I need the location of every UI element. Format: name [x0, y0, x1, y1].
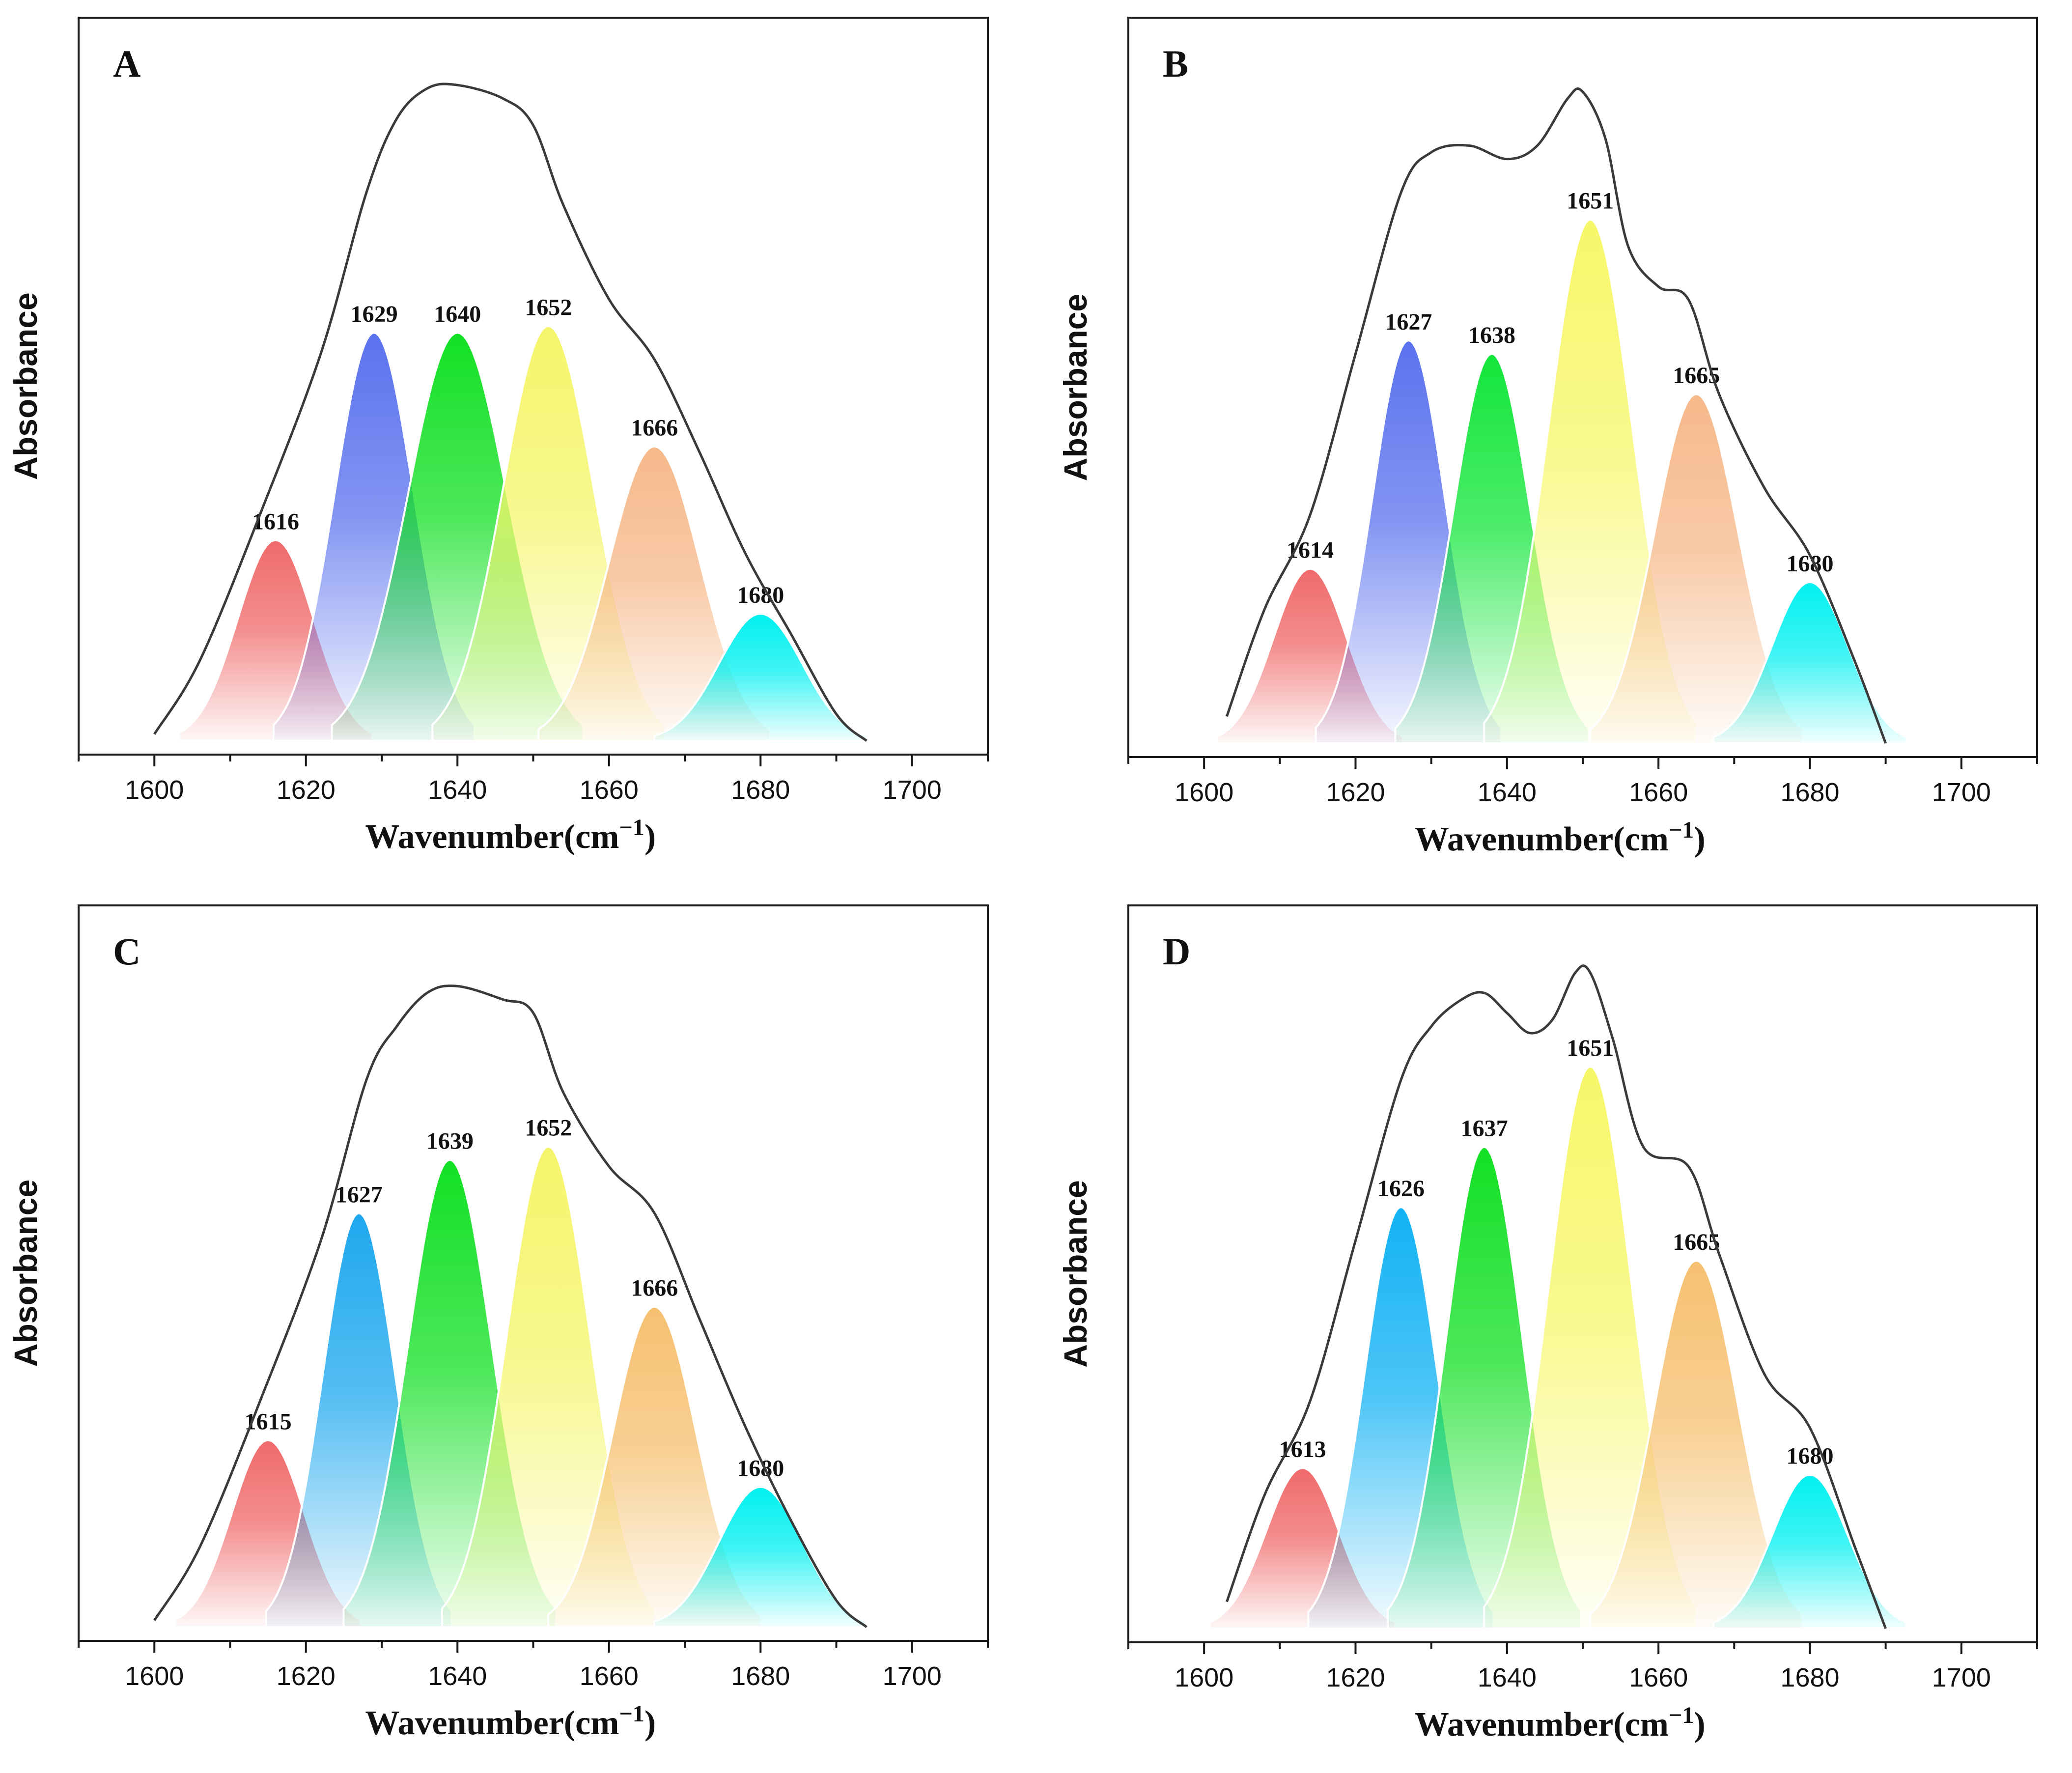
- x-tick-label-1640: 1640: [428, 1661, 487, 1691]
- x-tick-label-1660: 1660: [580, 1661, 639, 1691]
- peak-label-1627: 1627: [1385, 309, 1432, 335]
- peak-label-1626: 1626: [1377, 1176, 1425, 1202]
- x-tick-label-1620: 1620: [1326, 1663, 1385, 1692]
- panel-letter: B: [1163, 42, 1188, 85]
- x-tick-label-1680: 1680: [731, 775, 790, 805]
- y-axis-label: Absorbance: [1057, 294, 1093, 481]
- x-axis-label: Wavenumber(cm−1): [1415, 1702, 1706, 1744]
- x-tick-label-1700: 1700: [1932, 1663, 1991, 1692]
- x-tick-label-1680: 1680: [731, 1661, 790, 1691]
- x-tick-label-1640: 1640: [1478, 1663, 1537, 1692]
- panel-a: 1616 1629 1640 1652 1666 1680 1600 1620 1640 1660…: [7, 17, 989, 856]
- x-tick-label-1620: 1620: [277, 775, 336, 805]
- peak-label-1637: 1637: [1461, 1115, 1508, 1141]
- envelope-curve: [153, 83, 868, 742]
- peak-label-1680: 1680: [737, 582, 784, 608]
- x-tick-label-1620: 1620: [1326, 778, 1385, 807]
- peak-label-1652: 1652: [525, 1115, 572, 1141]
- band-1680: [653, 613, 868, 742]
- panel-letter: D: [1163, 930, 1190, 973]
- x-tick-label-1600: 1600: [125, 775, 184, 805]
- x-tick-label-1680: 1680: [1780, 1663, 1839, 1692]
- peak-label-1652: 1652: [525, 295, 572, 321]
- y-axis-label: Absorbance: [7, 1180, 44, 1367]
- x-tick-label-1640: 1640: [1478, 778, 1537, 807]
- x-tick-label-1600: 1600: [1175, 1663, 1233, 1692]
- x-axis-label: Wavenumber(cm−1): [1415, 817, 1706, 858]
- x-tick-label-1660: 1660: [580, 775, 639, 805]
- x-tick-label-1600: 1600: [1175, 778, 1233, 807]
- y-axis-label: Absorbance: [7, 292, 44, 479]
- x-tick-label-1700: 1700: [883, 775, 942, 805]
- peak-label-1651: 1651: [1567, 1035, 1614, 1061]
- peak-label-1638: 1638: [1468, 322, 1515, 348]
- x-axis-label: Wavenumber(cm−1): [365, 1701, 656, 1742]
- x-axis-label: Wavenumber(cm−1): [365, 815, 656, 856]
- x-tick-label-1680: 1680: [1780, 778, 1839, 807]
- panel-letter: A: [113, 42, 140, 85]
- peak-label-1666: 1666: [631, 1275, 678, 1301]
- envelope-curve: [1226, 964, 1887, 1629]
- x-tick-label-1600: 1600: [125, 1661, 184, 1691]
- x-tick-label-1700: 1700: [883, 1661, 942, 1691]
- x-tick-label-1660: 1660: [1629, 778, 1688, 807]
- x-tick-label-1640: 1640: [428, 775, 487, 805]
- peak-label-1613: 1613: [1279, 1436, 1326, 1463]
- peak-label-1640: 1640: [434, 301, 481, 327]
- x-tick-label-1660: 1660: [1629, 1663, 1688, 1692]
- y-axis-label: Absorbance: [1057, 1180, 1093, 1367]
- peak-label-1666: 1666: [631, 415, 678, 441]
- panel-letter: C: [113, 930, 140, 973]
- band-1680: [1712, 581, 1908, 744]
- x-tick-label-1620: 1620: [277, 1661, 336, 1691]
- peak-label-1629: 1629: [351, 301, 398, 327]
- envelope-curve: [1226, 87, 1887, 744]
- peak-label-1639: 1639: [426, 1128, 474, 1154]
- peak-label-1616: 1616: [252, 508, 299, 535]
- peak-label-1651: 1651: [1567, 188, 1614, 214]
- envelope-curve: [153, 985, 868, 1628]
- x-tick-label-1700: 1700: [1932, 778, 1991, 807]
- band-1680: [1712, 1473, 1908, 1630]
- peak-label-1627: 1627: [336, 1182, 383, 1208]
